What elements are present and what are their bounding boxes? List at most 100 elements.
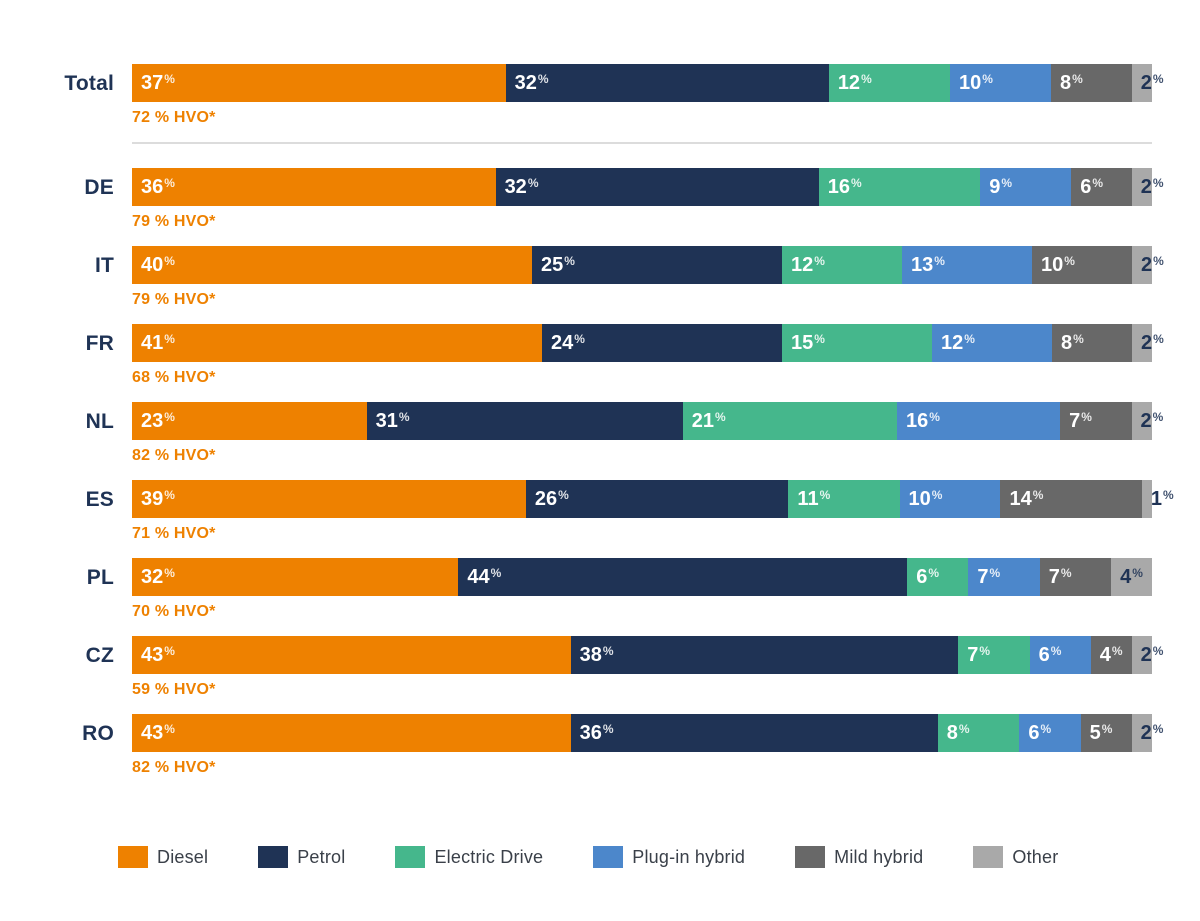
- segment-value: 2: [1140, 410, 1152, 432]
- bar-segment-diesel: 37%: [132, 64, 506, 102]
- segment-value: 11: [797, 488, 819, 510]
- percent-sign: %: [164, 410, 175, 424]
- percent-sign: %: [1152, 410, 1164, 424]
- legend-label-diesel: Diesel: [157, 846, 209, 867]
- segment-value-label: 37%: [132, 73, 175, 93]
- segment-value-label: 15%: [782, 333, 825, 353]
- segment-value-label: 32%: [132, 567, 175, 587]
- bar-segment-mild-hybrid: 6%: [1071, 168, 1132, 206]
- segment-value: 5: [1089, 722, 1101, 744]
- stacked-bar-pl: 32% 44% 6% 7% 7% 4%: [132, 558, 1152, 596]
- chart-row-es: ES 39% 26% 11% 10% 14% 1% 71 % HVO*: [14, 480, 1174, 544]
- segment-value-label: 36%: [571, 723, 614, 743]
- segment-value-label: 14%: [1000, 489, 1043, 509]
- bar-segment-other: 2%: [1131, 714, 1163, 752]
- bar-segment-mild-hybrid: 14%: [1000, 480, 1142, 518]
- segment-value-label: 31%: [367, 411, 410, 431]
- percent-sign: %: [934, 254, 945, 268]
- segment-value-label: 2%: [1132, 255, 1164, 275]
- percent-sign: %: [1032, 488, 1044, 502]
- percent-sign: %: [1101, 722, 1113, 736]
- row-label-nl: NL: [85, 410, 114, 433]
- chart-row-de: DE 36% 32% 16% 9% 6% 2% 79 % HVO*: [14, 168, 1164, 232]
- segment-value-label: 25%: [532, 255, 575, 275]
- segment-value-label: 9%: [980, 177, 1012, 197]
- bar-segment-electric-drive: 11%: [788, 480, 900, 518]
- segment-value-label: 10%: [950, 73, 993, 93]
- segment-value: 24: [551, 332, 574, 354]
- hvo-note-cz: 59 % HVO*: [132, 681, 216, 698]
- percent-sign: %: [964, 332, 975, 346]
- row-main-nl: 23% 31% 21% 16% 7% 2% 82 % HVO*: [132, 402, 1163, 466]
- percent-sign: %: [958, 722, 970, 736]
- percent-sign: %: [164, 722, 175, 736]
- segment-value: 40: [141, 254, 164, 276]
- hvo-note-pl: 70 % HVO*: [132, 603, 216, 620]
- percent-sign: %: [982, 72, 993, 86]
- bar-segment-plug-in-hybrid: 10%: [950, 64, 1051, 102]
- percent-sign: %: [1081, 410, 1092, 424]
- segment-value: 32: [141, 566, 164, 588]
- legend-swatch-other: [973, 846, 1004, 868]
- stacked-bar-nl: 23% 31% 21% 16% 7% 2%: [132, 402, 1163, 440]
- percent-sign: %: [1111, 644, 1123, 658]
- segment-value-label: 44%: [458, 567, 501, 587]
- segment-value-label: 39%: [132, 489, 175, 509]
- legend-label-petrol: Petrol: [297, 846, 346, 867]
- legend-label-mild-hybrid: Mild hybrid: [834, 846, 924, 867]
- stacked-bar-es: 39% 26% 11% 10% 14% 1%: [132, 480, 1174, 518]
- chart-legend: Diesel Petrol Electric Drive Plug-in hybrid…: [118, 846, 1154, 868]
- segment-value: 43: [141, 644, 164, 666]
- segment-value-label: 13%: [902, 255, 945, 275]
- segment-value-label: 2%: [1132, 645, 1164, 665]
- row-main-it: 40% 25% 12% 13% 10% 2% 79 % HVO*: [132, 246, 1164, 310]
- row-main-es: 39% 26% 11% 10% 14% 1% 71 % HVO*: [132, 480, 1174, 544]
- bar-segment-electric-drive: 12%: [782, 246, 902, 284]
- segment-value: 36: [579, 722, 602, 744]
- segment-value-label: 38%: [571, 645, 614, 665]
- segment-value: 44: [467, 566, 490, 588]
- percent-sign: %: [928, 566, 939, 580]
- total-separator-line: [132, 142, 1152, 144]
- row-main-ro: 43% 36% 8% 6% 5% 2% 82 % HVO*: [132, 714, 1163, 778]
- percent-sign: %: [164, 72, 175, 86]
- row-main-total: 37% 32% 12% 10% 8% 2% 72 % HVO*: [132, 64, 1164, 128]
- bar-segment-plug-in-hybrid: 13%: [902, 246, 1032, 284]
- row-label-total: Total: [64, 72, 114, 95]
- percent-sign: %: [715, 410, 726, 424]
- hvo-note-it: 79 % HVO*: [132, 291, 216, 308]
- segment-value-label: 8%: [938, 723, 970, 743]
- segment-value-label: 26%: [526, 489, 569, 509]
- legend-swatch-diesel: [118, 846, 148, 868]
- percent-sign: %: [1152, 72, 1164, 86]
- bar-segment-other: 2%: [1132, 324, 1164, 362]
- segment-value: 12: [791, 254, 814, 276]
- segment-value-label: 12%: [932, 333, 975, 353]
- legend-item-electric-drive: Electric Drive: [395, 846, 543, 868]
- legend-swatch-mild-hybrid: [795, 846, 826, 868]
- segment-value: 14: [1009, 488, 1032, 510]
- segment-value: 25: [541, 254, 564, 276]
- segment-value-label: 2%: [1132, 333, 1164, 353]
- segment-value-label: 6%: [1071, 177, 1103, 197]
- percent-sign: %: [1060, 566, 1072, 580]
- segment-value-label: 7%: [968, 567, 1000, 587]
- segment-value: 32: [514, 72, 537, 94]
- percent-sign: %: [1001, 176, 1013, 190]
- bar-segment-diesel: 32%: [132, 558, 459, 596]
- row-main-de: 36% 32% 16% 9% 6% 2% 79 % HVO*: [132, 168, 1164, 232]
- segment-value: 36: [141, 176, 164, 198]
- hvo-note-nl: 82 % HVO*: [132, 447, 216, 464]
- segment-value-label: 41%: [132, 333, 175, 353]
- percent-sign: %: [861, 72, 872, 86]
- segment-value: 8: [1061, 332, 1073, 354]
- bar-segment-petrol: 26%: [525, 480, 789, 518]
- percent-sign: %: [164, 644, 175, 658]
- bar-segment-diesel: 43%: [132, 636, 571, 674]
- bar-segment-other: 2%: [1131, 168, 1164, 206]
- percent-sign: %: [819, 488, 831, 502]
- bar-segment-mild-hybrid: 7%: [1060, 402, 1132, 440]
- segment-value: 16: [905, 410, 929, 432]
- bar-segment-plug-in-hybrid: 10%: [899, 480, 1001, 518]
- segment-value: 39: [141, 488, 164, 510]
